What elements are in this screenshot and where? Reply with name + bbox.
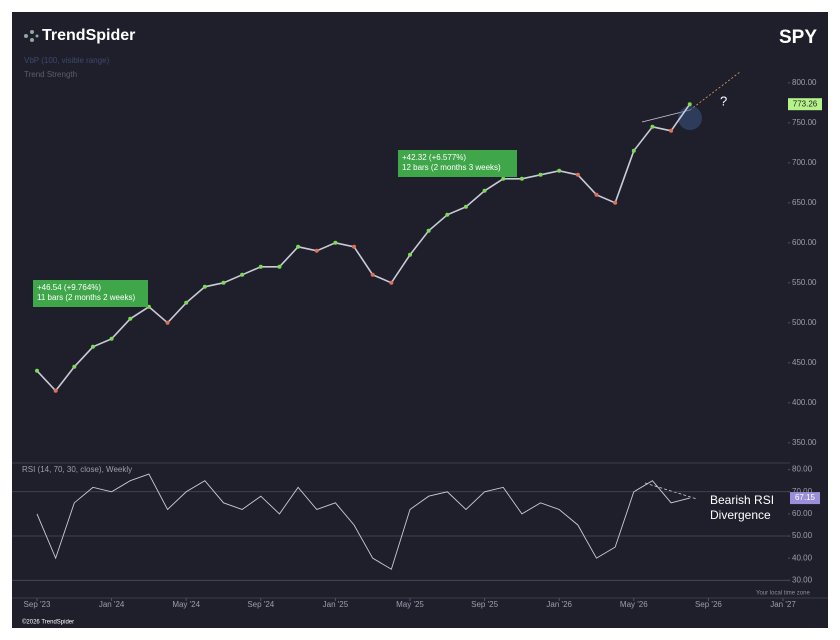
price-point xyxy=(296,244,301,249)
y-tick-label: 400.00 xyxy=(792,398,817,407)
annotation-text: Bearish RSI xyxy=(710,493,774,507)
indicator-label: Trend Strength xyxy=(24,70,77,79)
price-point xyxy=(221,280,226,285)
price-point xyxy=(314,248,319,253)
price-point xyxy=(463,204,468,209)
y-tick-label: 650.00 xyxy=(792,198,817,207)
price-point xyxy=(613,200,618,205)
rsi-tag xyxy=(790,492,820,505)
price-point xyxy=(35,368,39,373)
x-tick-label: Jan '24 xyxy=(99,600,125,609)
x-tick-label: Jan '27 xyxy=(770,600,796,609)
copyright: ©2026 TrendSpider xyxy=(22,619,74,626)
price-point xyxy=(538,172,543,177)
price-line xyxy=(36,103,691,393)
price-point xyxy=(128,316,133,321)
y2-tick-label: 50.00 xyxy=(792,531,813,540)
annotation-text: ? xyxy=(720,93,727,108)
x-tick-label: May '25 xyxy=(396,600,424,609)
x-tick-label: Sep '24 xyxy=(247,600,274,609)
y-tick-label: 550.00 xyxy=(792,278,817,287)
timezone-note: Your local time zone xyxy=(756,591,810,597)
y-tick-label: 500.00 xyxy=(792,318,817,327)
price-point xyxy=(482,188,487,193)
indicator-label: VbP (100, visible range) xyxy=(24,56,110,65)
annotation-text: 11 bars (2 months 2 weeks) xyxy=(37,293,135,302)
brand: TrendSpider xyxy=(42,27,135,44)
annotation-text: +42.32 (+6.577%) xyxy=(402,153,466,162)
divergence-line xyxy=(644,482,698,500)
y-tick-label: 600.00 xyxy=(792,238,817,247)
price-point xyxy=(594,192,599,197)
x-tick-label: May '24 xyxy=(172,600,200,609)
y-tick-label: 450.00 xyxy=(792,358,817,367)
price-point xyxy=(277,264,282,269)
price-point xyxy=(109,336,114,341)
price-point xyxy=(184,300,189,305)
price-point xyxy=(408,252,412,257)
price-point xyxy=(90,344,95,349)
annotation-text: +46.54 (+9.764%) xyxy=(37,283,101,292)
price-point xyxy=(258,264,263,269)
annotation-text: Divergence xyxy=(710,508,771,522)
rsi-line xyxy=(36,473,690,570)
price-point xyxy=(202,284,207,289)
price-point xyxy=(72,364,77,369)
price-point xyxy=(557,168,562,173)
price-point xyxy=(631,148,636,153)
y2-tick-label: 40.00 xyxy=(792,553,813,562)
y2-tick-label: 30.00 xyxy=(792,575,813,584)
x-tick-label: Jan '25 xyxy=(323,600,349,609)
logo-icon xyxy=(24,30,39,42)
annotation-box xyxy=(33,280,148,307)
price-point xyxy=(687,102,692,107)
price-point xyxy=(501,176,506,181)
symbol: SPY xyxy=(779,27,817,48)
y-tick-label: 700.00 xyxy=(792,158,817,167)
price-point xyxy=(426,228,431,233)
price-point xyxy=(370,272,375,277)
price-point xyxy=(53,388,58,393)
price-tag xyxy=(788,98,822,111)
annotation-text: 12 bars (2 months 3 weeks) xyxy=(402,163,501,172)
x-tick-label: Sep '25 xyxy=(471,600,498,609)
price-point xyxy=(650,124,655,129)
price-point xyxy=(575,172,580,177)
y2-tick-label: 70.00 xyxy=(792,487,813,496)
price-point xyxy=(165,320,170,325)
price-point xyxy=(352,244,357,249)
y-tick-label: 350.00 xyxy=(792,438,817,447)
x-tick-label: Sep '26 xyxy=(695,600,722,609)
trend-projection xyxy=(689,71,741,111)
price-point xyxy=(519,176,524,181)
x-tick-label: May '26 xyxy=(620,600,648,609)
y2-tick-label: 60.00 xyxy=(792,509,813,518)
price-point xyxy=(669,128,674,133)
y-tick-label: 750.00 xyxy=(792,118,817,127)
price-point xyxy=(445,212,450,217)
rsi-title: RSI (14, 70, 30, close), Weekly xyxy=(22,465,132,474)
annotation-box xyxy=(398,150,517,177)
x-tick-label: Sep '23 xyxy=(24,600,51,609)
y2-tick-label: 80.00 xyxy=(792,465,813,474)
price-point xyxy=(389,280,394,285)
chart-background xyxy=(12,12,828,628)
y-tick-label: 800.00 xyxy=(792,78,817,87)
price-tag-label: 773.26 xyxy=(793,99,818,108)
price-point xyxy=(333,240,338,245)
rsi-tag-label: 67.15 xyxy=(795,493,816,502)
highlight xyxy=(678,106,702,130)
x-tick-label: Jan '26 xyxy=(546,600,572,609)
price-point xyxy=(240,272,245,277)
